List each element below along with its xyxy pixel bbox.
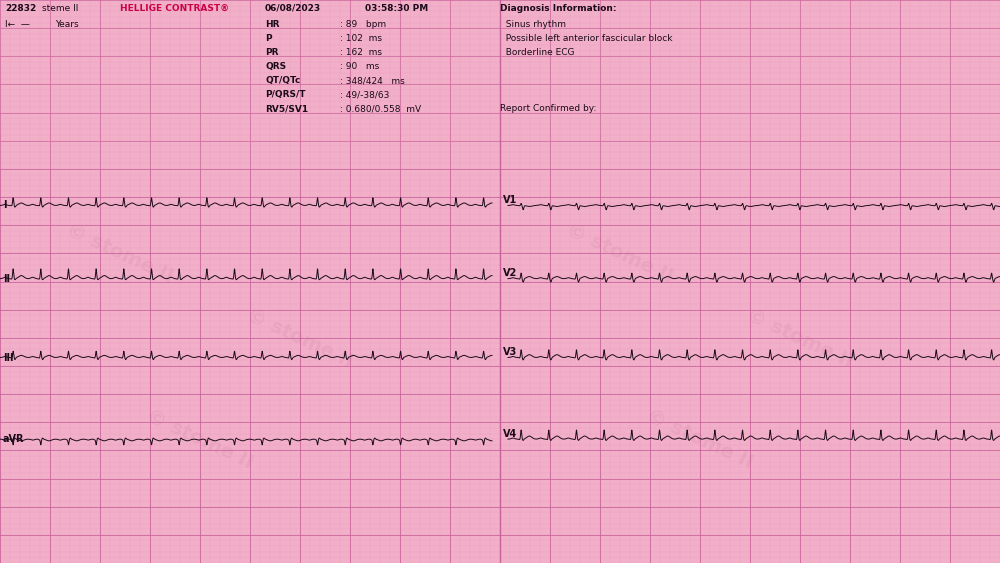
Text: HELLIGE CONTRAST®: HELLIGE CONTRAST® xyxy=(120,4,229,13)
Text: © stome II: © stome II xyxy=(64,220,176,287)
Text: © stome II: © stome II xyxy=(144,406,256,472)
Text: V3: V3 xyxy=(503,347,517,357)
Text: © stome II: © stome II xyxy=(564,220,676,287)
Text: 06/08/2023: 06/08/2023 xyxy=(265,4,321,13)
Text: Borderline ECG: Borderline ECG xyxy=(500,48,574,57)
Text: : 89   bpm: : 89 bpm xyxy=(340,20,386,29)
Text: : 0.680/0.558  mV: : 0.680/0.558 mV xyxy=(340,104,421,113)
Text: I: I xyxy=(3,200,7,211)
Text: Years: Years xyxy=(55,20,79,29)
Text: © stome II: © stome II xyxy=(644,406,756,472)
Text: © stome II: © stome II xyxy=(244,305,356,371)
Text: V2: V2 xyxy=(503,268,517,278)
Text: RV5/SV1: RV5/SV1 xyxy=(265,104,308,113)
Bar xyxy=(0,0,1000,169)
Text: V1: V1 xyxy=(503,195,517,205)
Text: © stome II: © stome II xyxy=(744,305,856,371)
Text: P/QRS/T: P/QRS/T xyxy=(265,90,306,99)
Text: QRS: QRS xyxy=(265,62,286,71)
Text: Sinus rhythm: Sinus rhythm xyxy=(500,20,566,29)
Text: II: II xyxy=(3,274,10,284)
Text: Diagnosis Information:: Diagnosis Information: xyxy=(500,4,616,13)
Text: : 102  ms: : 102 ms xyxy=(340,34,382,43)
Text: : 49/-38/63: : 49/-38/63 xyxy=(340,90,389,99)
Text: steme II: steme II xyxy=(42,4,78,13)
Text: PR: PR xyxy=(265,48,278,57)
Text: III: III xyxy=(3,352,14,363)
Text: I←  —: I← — xyxy=(5,20,30,29)
Text: 03:58:30 PM: 03:58:30 PM xyxy=(365,4,428,13)
Text: HR: HR xyxy=(265,20,280,29)
Text: : 162  ms: : 162 ms xyxy=(340,48,382,57)
Text: 22832: 22832 xyxy=(5,4,36,13)
Text: : 90   ms: : 90 ms xyxy=(340,62,379,71)
Text: V4: V4 xyxy=(503,428,517,439)
Text: Report Confirmed by:: Report Confirmed by: xyxy=(500,104,596,113)
Text: Possible left anterior fascicular block: Possible left anterior fascicular block xyxy=(500,34,672,43)
Text: QT/QTc: QT/QTc xyxy=(265,76,300,85)
Text: : 348/424   ms: : 348/424 ms xyxy=(340,76,405,85)
Text: P: P xyxy=(265,34,272,43)
Text: aVR: aVR xyxy=(3,434,24,444)
